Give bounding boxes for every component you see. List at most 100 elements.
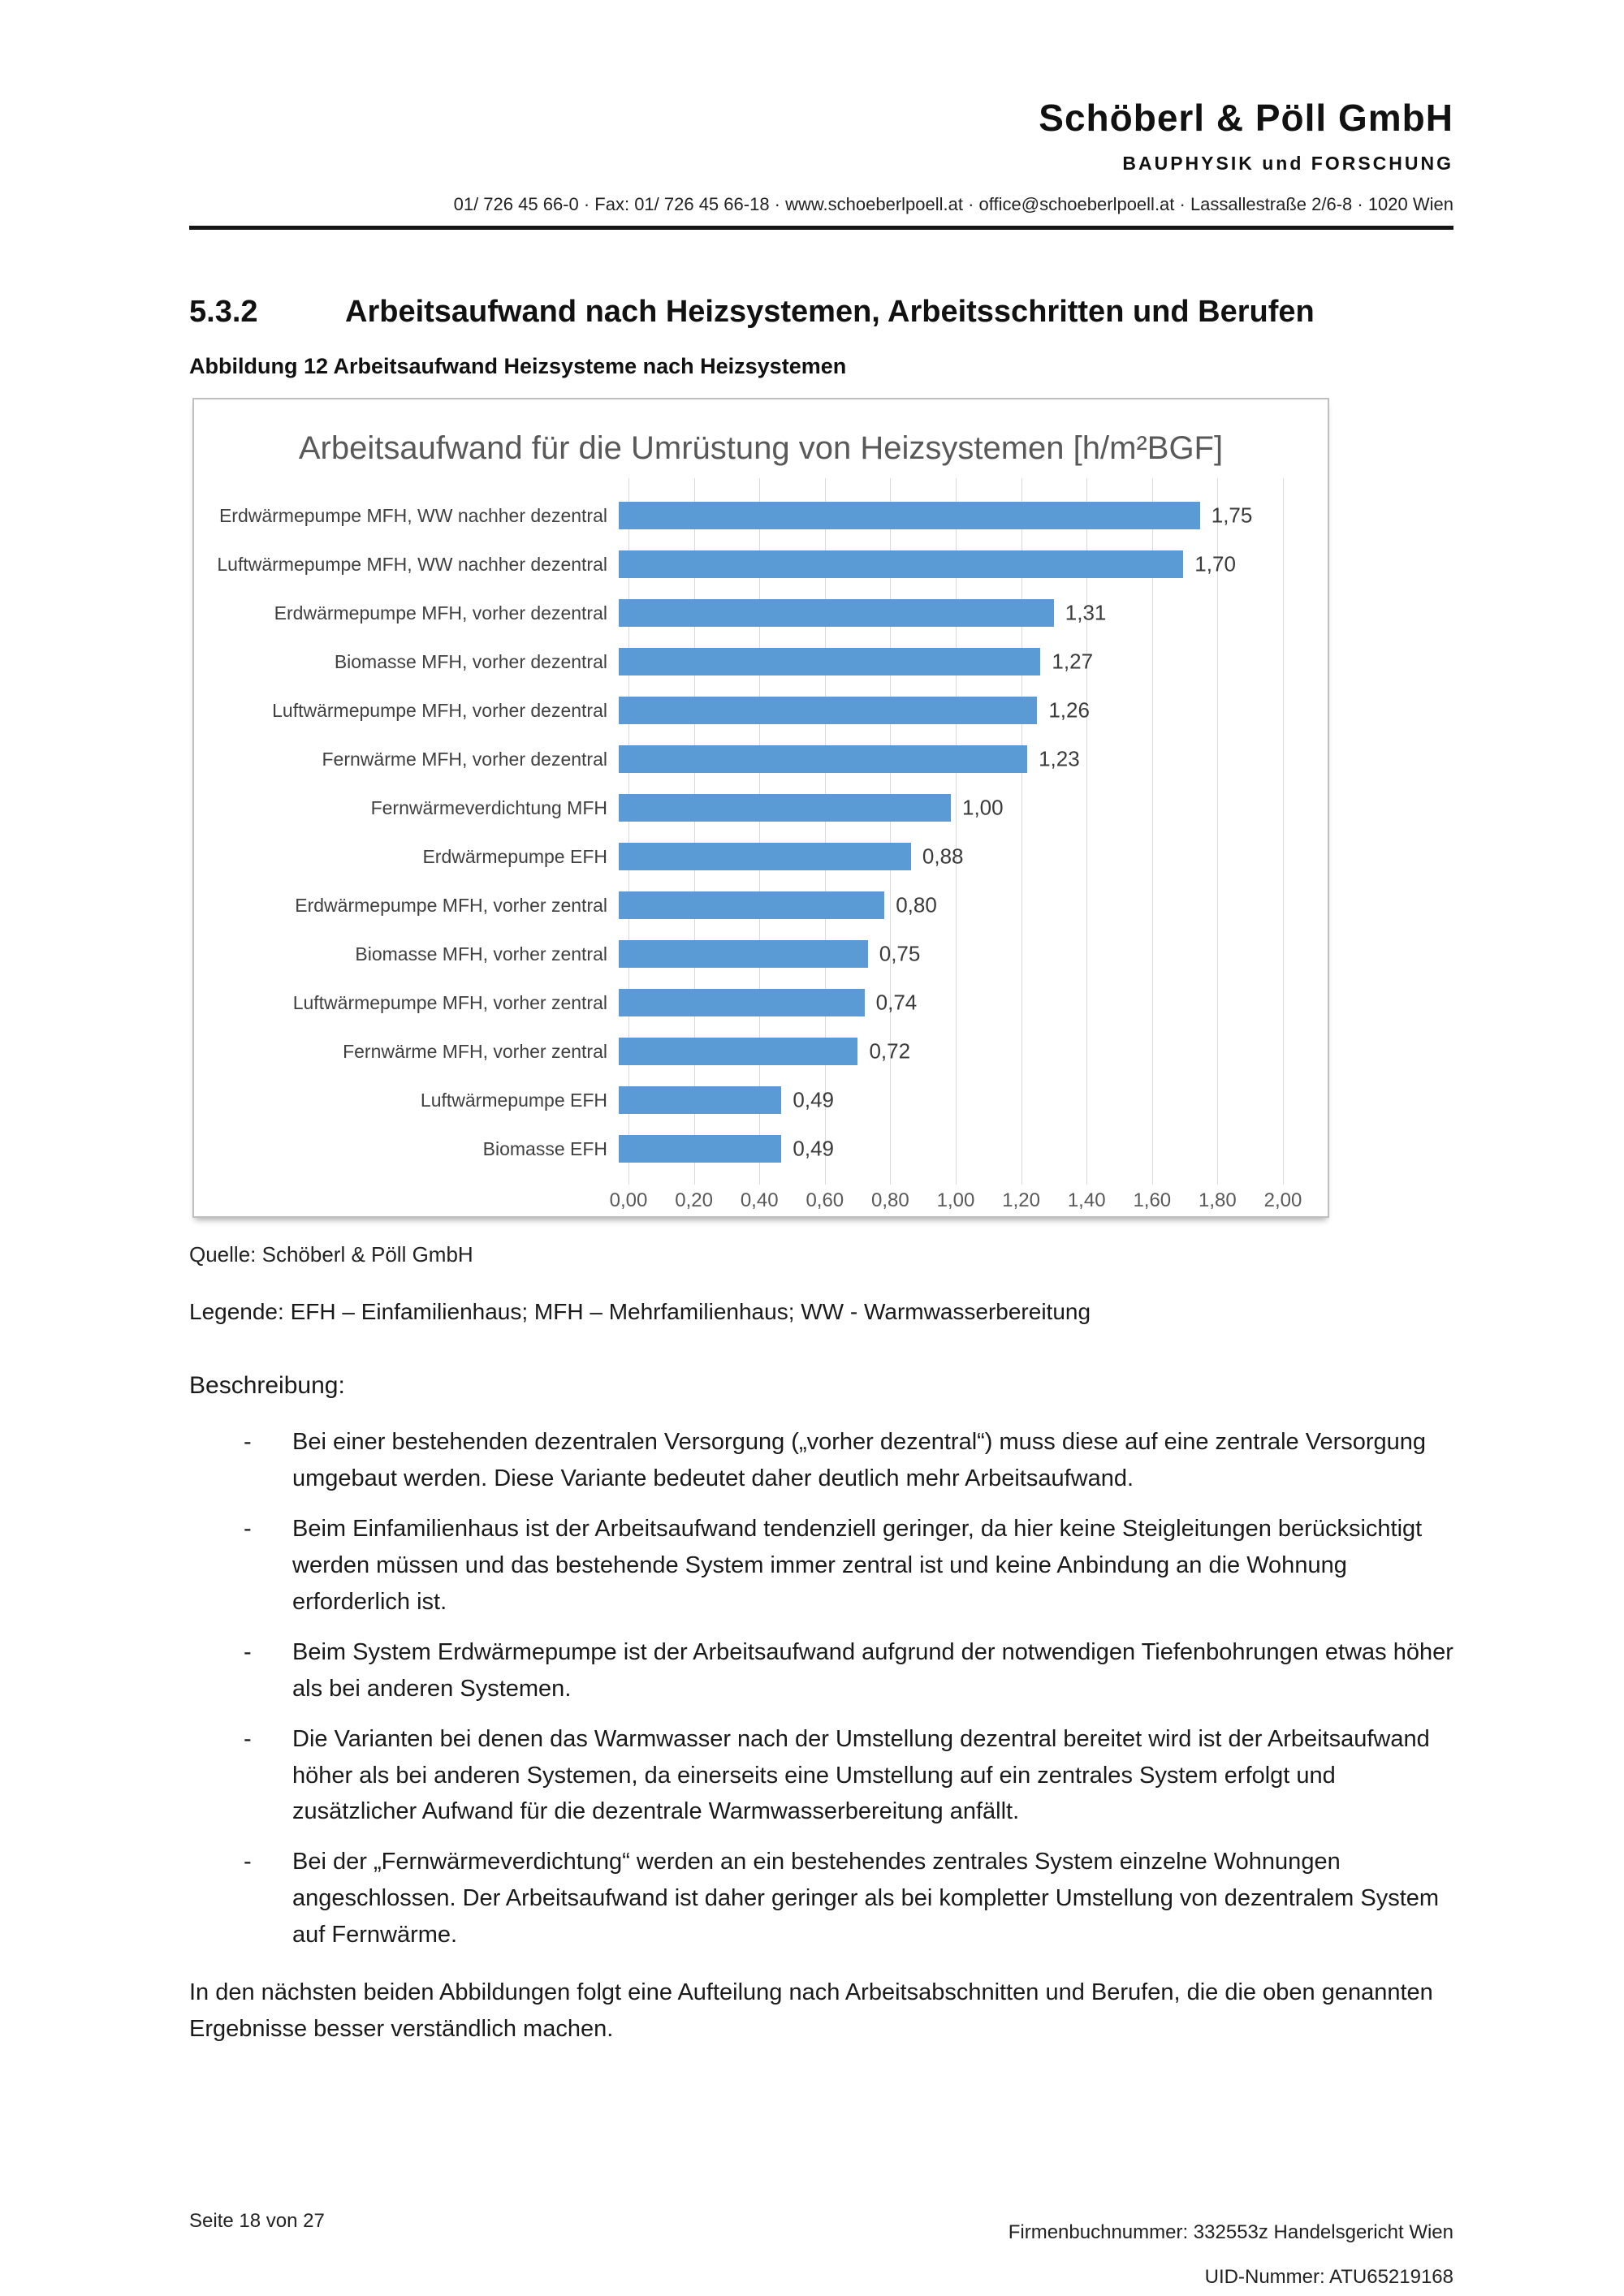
bar <box>619 1038 858 1065</box>
chart-rows: Erdwärmepumpe MFH, WW nachher dezentral 1… <box>206 491 1283 1173</box>
category-label: Erdwärmepumpe EFH <box>422 845 607 867</box>
chart-title: Arbeitsaufwand für die Umrüstung von Hei… <box>298 430 1224 466</box>
bar-track: 1,31 <box>619 589 1283 637</box>
x-tick-label: 2,00 <box>1263 1189 1302 1211</box>
category-label: Biomasse MFH, vorher dezentral <box>334 650 607 672</box>
bar-track: 0,80 <box>619 881 1283 930</box>
category-label: Luftwärmepumpe MFH, vorher zentral <box>292 991 607 1013</box>
bar <box>619 550 1184 578</box>
contact-line: 01/ 726 45 66-0 · Fax: 01/ 726 45 66-18 … <box>453 194 1453 214</box>
section-number: 5.3.2 <box>189 295 258 330</box>
bar-track: 0,49 <box>619 1076 1283 1124</box>
bar <box>619 697 1038 724</box>
value-label: 1,23 <box>1039 746 1080 771</box>
company-register-number: Firmenbuchnummer: 332553z Handelsgericht… <box>1008 2221 1453 2243</box>
bar-track: 1,70 <box>619 540 1283 589</box>
page-footer: Seite 18 von 27 Firmenbuchnummer: 332553… <box>189 2210 1453 2296</box>
value-label: 1,31 <box>1065 600 1107 625</box>
chart-row: Erdwärmepumpe EFH 0,88 <box>206 832 1283 881</box>
x-tick-label: 0,00 <box>609 1189 648 1211</box>
bar <box>619 1135 782 1163</box>
category-label: Erdwärmepumpe MFH, vorher dezentral <box>274 602 607 624</box>
description-bullet-list: Bei einer bestehenden dezentralen Versor… <box>189 1424 1456 1953</box>
category-label: Luftwärmepumpe MFH, vorher dezentral <box>272 699 607 721</box>
x-tick-label: 1,00 <box>936 1189 975 1211</box>
x-tick-label: 1,80 <box>1199 1189 1237 1211</box>
value-label: 1,75 <box>1211 503 1253 528</box>
value-label: 0,49 <box>793 1136 835 1161</box>
page-number: Seite 18 von 27 <box>189 2210 325 2232</box>
footer-company-info: Firmenbuchnummer: 332553z Handelsgericht… <box>1009 2210 1453 2296</box>
x-tick-label: 0,40 <box>740 1189 779 1211</box>
bar <box>619 599 1054 627</box>
chart-plot-area: Erdwärmepumpe MFH, WW nachher dezentral 1… <box>194 478 1328 1185</box>
description-bullet: Beim System Erdwärmepumpe ist der Arbeit… <box>189 1634 1456 1707</box>
gridline <box>1283 478 1284 1185</box>
category-label: Luftwärmepumpe EFH <box>420 1089 607 1111</box>
category-label: Fernwärme MFH, vorher zentral <box>343 1040 607 1062</box>
chart-row: Biomasse MFH, vorher dezentral 1,27 <box>206 637 1283 686</box>
description-bullet: Die Varianten bei denen das Warmwasser n… <box>189 1721 1456 1831</box>
figure-legend: Legende: EFH – Einfamilienhaus; MFH – Me… <box>189 1299 1091 1324</box>
chart-row: Fernwärme MFH, vorher dezentral 1,23 <box>206 735 1283 783</box>
value-label: 0,49 <box>793 1087 835 1112</box>
bar <box>619 794 951 822</box>
chart-row: Biomasse MFH, vorher zentral 0,75 <box>206 930 1283 978</box>
bar-track: 1,26 <box>619 686 1283 735</box>
description-bullet: Beim Einfamilienhaus ist der Arbeitsaufw… <box>189 1511 1456 1621</box>
description-heading: Beschreibung: <box>189 1372 345 1399</box>
chart-row: Fernwärme MFH, vorher zentral 0,72 <box>206 1027 1283 1076</box>
bar-track: 1,00 <box>619 783 1283 832</box>
bar <box>619 843 911 870</box>
chart-row: Erdwärmepumpe MFH, WW nachher dezentral 1… <box>206 491 1283 540</box>
chart-row: Erdwärmepumpe MFH, vorher zentral 0,80 <box>206 881 1283 930</box>
value-label: 0,88 <box>922 844 964 869</box>
figure-caption: Abbildung 12 Arbeitsaufwand Heizsysteme … <box>189 354 847 378</box>
bar <box>619 745 1028 773</box>
chart-row: Biomasse EFH 0,49 <box>206 1124 1283 1173</box>
category-label: Fernwärmeverdichtung MFH <box>370 796 607 818</box>
bar-track: 0,88 <box>619 832 1283 881</box>
category-label: Biomasse EFH <box>482 1137 607 1159</box>
bar <box>619 940 868 968</box>
bar <box>619 648 1041 675</box>
x-tick-label: 0,80 <box>871 1189 909 1211</box>
chart-row: Luftwärmepumpe MFH, vorher zentral 0,74 <box>206 978 1283 1027</box>
bar-track: 1,27 <box>619 637 1283 686</box>
chart-row: Luftwärmepumpe EFH 0,49 <box>206 1076 1283 1124</box>
value-label: 0,74 <box>875 990 918 1015</box>
value-label: 1,70 <box>1194 551 1236 576</box>
company-name: Schöberl & Pöll GmbH <box>1039 97 1453 139</box>
description-bullet: Bei der „Fernwärmeverdichtung“ werden an… <box>189 1844 1456 1953</box>
chart-row: Erdwärmepumpe MFH, vorher dezentral 1,31 <box>206 589 1283 637</box>
bar <box>619 502 1200 529</box>
x-tick-label: 1,20 <box>1002 1189 1040 1211</box>
chart-row: Luftwärmepumpe MFH, vorher dezentral 1,26 <box>206 686 1283 735</box>
chart-row: Fernwärmeverdichtung MFH 1,00 <box>206 783 1283 832</box>
category-label: Erdwärmepumpe MFH, WW nachher dezentral <box>218 504 607 526</box>
x-tick-label: 0,20 <box>675 1189 713 1211</box>
bar-track: 0,75 <box>619 930 1283 978</box>
category-label: Luftwärmepumpe MFH, WW nachher dezentral <box>217 553 607 575</box>
category-label: Erdwärmepumpe MFH, vorher zentral <box>295 894 607 916</box>
bar-track: 0,49 <box>619 1124 1283 1173</box>
bar-track: 0,74 <box>619 978 1283 1027</box>
value-label: 0,72 <box>869 1038 911 1064</box>
value-label: 1,00 <box>962 795 1004 820</box>
bar <box>619 1086 782 1114</box>
x-tick-label: 1,40 <box>1067 1189 1106 1211</box>
value-label: 0,80 <box>896 892 937 917</box>
header-divider <box>189 226 1453 230</box>
company-division: BAUPHYSIK und FORSCHUNG <box>1122 153 1453 174</box>
x-axis: 0,00 0,20 0,40 0,60 0,80 1,00 1,20 1,40 1,60 1,80… <box>610 1189 1302 1230</box>
bar-chart: Arbeitsaufwand für die Umrüstung von Hei… <box>192 398 1329 1218</box>
bar-track: 1,75 <box>619 491 1283 540</box>
closing-paragraph: In den nächsten beiden Abbildungen folgt… <box>189 1979 1433 2043</box>
bar-track: 0,72 <box>619 1027 1283 1076</box>
description-bullet: Bei einer bestehenden dezentralen Versor… <box>189 1424 1456 1497</box>
bar-track: 1,23 <box>619 735 1283 783</box>
category-label: Biomasse MFH, vorher zentral <box>355 943 607 965</box>
description-section: Beschreibung: Bei einer bestehenden deze… <box>189 1372 1456 2048</box>
section-title: Arbeitsaufwand nach Heizsystemen, Arbeit… <box>345 295 1315 330</box>
